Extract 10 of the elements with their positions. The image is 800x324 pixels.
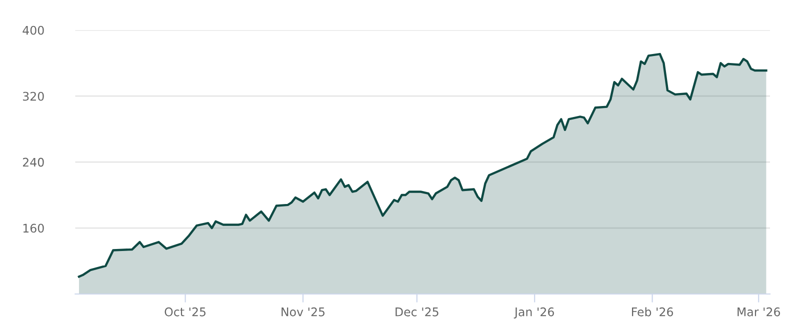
y-tick-label: 400 xyxy=(22,26,44,35)
x-tick-label: Nov '25 xyxy=(282,307,324,316)
x-tick-label: Mar '26 xyxy=(738,307,780,316)
y-tick-label: 160 xyxy=(23,224,44,233)
x-tick-label: Oct '25 xyxy=(164,307,206,316)
y-tick-label: 240 xyxy=(22,158,44,167)
x-tick-label: Dec '25 xyxy=(396,307,438,316)
x-tick-label: Jan '26 xyxy=(514,307,554,319)
x-tick-label: Feb '26 xyxy=(632,307,674,316)
y-tick-label: 320 xyxy=(23,92,44,101)
